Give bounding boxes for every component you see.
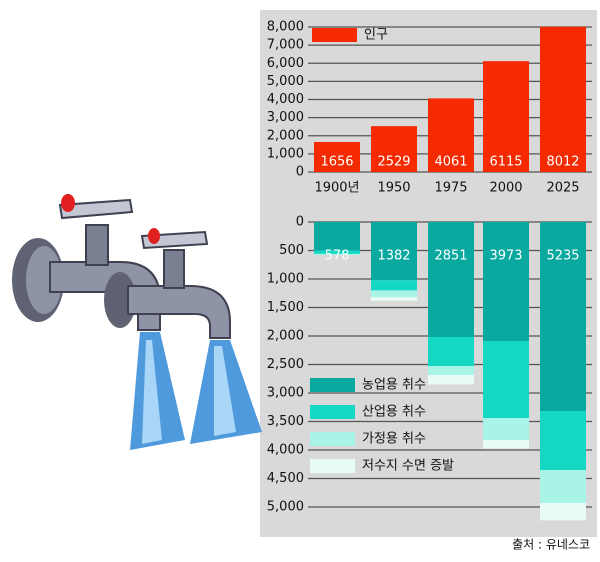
bar-segment [428, 337, 474, 367]
total-label: 2851 [434, 249, 467, 264]
y-tick-label: 1,000 [267, 272, 304, 287]
total-label: 5235 [546, 249, 579, 264]
bar-segment [540, 503, 586, 521]
bar-segment [483, 440, 529, 449]
bar-segment [483, 222, 529, 342]
y-tick-label: 0 [296, 165, 304, 180]
legend-label: 인구 [364, 28, 388, 43]
y-tick-label: 3,000 [267, 110, 304, 125]
source: 출처 : 유네스코 [512, 538, 590, 552]
y-tick-label: 500 [279, 243, 304, 258]
y-tick-label: 2,000 [267, 128, 304, 143]
bar-segment [428, 366, 474, 376]
total-label: 1382 [377, 249, 410, 264]
x-tick-label: 2025 [546, 181, 579, 196]
y-tick-label: 3,500 [267, 414, 304, 429]
bar-segment [314, 253, 360, 255]
bar-segment [540, 411, 586, 471]
value-label: 4061 [434, 155, 467, 170]
y-tick-label: 5,000 [267, 500, 304, 515]
legend-swatch [310, 432, 355, 446]
value-label: 8012 [546, 155, 579, 170]
total-label: 578 [325, 249, 350, 264]
faucet-illustration [12, 194, 262, 450]
y-tick-label: 3,000 [267, 386, 304, 401]
y-tick-label: 1,500 [267, 300, 304, 315]
y-tick-label: 5,000 [267, 74, 304, 89]
bar [540, 26, 586, 172]
bar-segment [428, 222, 474, 338]
value-label: 2529 [377, 155, 410, 170]
y-tick-label: 4,000 [267, 92, 304, 107]
bar-segment [483, 418, 529, 441]
legend-swatch [310, 378, 355, 392]
bar [314, 141, 360, 172]
legend-label: 농업용 취수 [362, 378, 426, 393]
bar [371, 126, 417, 172]
x-tick-label: 1975 [434, 181, 467, 196]
y-tick-label: 4,000 [267, 443, 304, 458]
bar-segment [540, 470, 586, 504]
legend-label: 저수지 수면 증발 [362, 459, 454, 474]
bar-segment [371, 280, 417, 291]
y-tick-label: 2,000 [267, 329, 304, 344]
legend-label: 가정용 취수 [362, 432, 426, 447]
legend-swatch [312, 28, 357, 42]
bar-segment [371, 290, 417, 298]
y-tick-label: 7,000 [267, 38, 304, 53]
x-tick-label: 1900년 [314, 181, 359, 196]
y-tick-label: 6,000 [267, 56, 304, 71]
y-tick-label: 2,500 [267, 357, 304, 372]
legend-swatch [310, 405, 355, 419]
bar [428, 98, 474, 172]
value-label: 6115 [489, 155, 522, 170]
y-tick-label: 0 [296, 215, 304, 230]
legend-label: 산업용 취수 [362, 405, 426, 420]
y-tick-label: 8,000 [267, 20, 304, 35]
y-tick-label: 4,500 [267, 471, 304, 486]
bar-segment [428, 375, 474, 385]
bar-segment [314, 222, 360, 251]
x-tick-label: 1950 [377, 181, 410, 196]
y-tick-label: 1,000 [267, 146, 304, 161]
bar-segment [540, 222, 586, 412]
legend-swatch [310, 459, 355, 473]
bar-segment [314, 250, 360, 254]
total-label: 3973 [489, 249, 522, 264]
bar [483, 61, 529, 172]
bar-segment [371, 222, 417, 281]
value-label: 1656 [320, 155, 353, 170]
bar-segment [371, 297, 417, 301]
bar-segment [483, 341, 529, 419]
x-tick-label: 2000 [489, 181, 522, 196]
